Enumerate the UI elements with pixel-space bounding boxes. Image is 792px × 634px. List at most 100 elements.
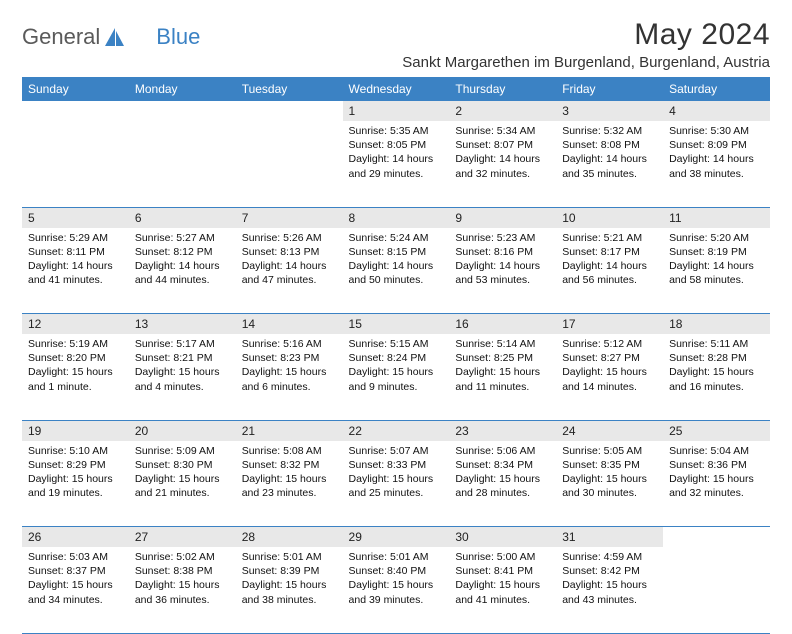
day-number: 30 (449, 527, 556, 547)
day-number-cell: 15 (343, 314, 450, 335)
day-number-cell: 30 (449, 527, 556, 548)
day-detail-cell: Sunrise: 5:00 AMSunset: 8:41 PMDaylight:… (449, 547, 556, 633)
day-number-cell: 1 (343, 101, 450, 121)
day-details: Sunrise: 5:05 AMSunset: 8:35 PMDaylight:… (556, 441, 663, 505)
day-detail-cell: Sunrise: 5:16 AMSunset: 8:23 PMDaylight:… (236, 334, 343, 420)
day-detail-cell: Sunrise: 5:34 AMSunset: 8:07 PMDaylight:… (449, 121, 556, 207)
day-details: Sunrise: 5:16 AMSunset: 8:23 PMDaylight:… (236, 334, 343, 398)
day-number: 25 (663, 421, 770, 441)
day-detail-cell: Sunrise: 5:14 AMSunset: 8:25 PMDaylight:… (449, 334, 556, 420)
day-number-cell (236, 101, 343, 121)
day-number-cell: 10 (556, 207, 663, 228)
day-number (663, 527, 770, 547)
day-number: 19 (22, 421, 129, 441)
day-number: 26 (22, 527, 129, 547)
day-number: 11 (663, 208, 770, 228)
day-detail-cell: Sunrise: 5:35 AMSunset: 8:05 PMDaylight:… (343, 121, 450, 207)
day-number-cell: 2 (449, 101, 556, 121)
weekday-header: Sunday (22, 77, 129, 101)
day-number-cell: 26 (22, 527, 129, 548)
weekday-header: Tuesday (236, 77, 343, 101)
day-detail-cell: Sunrise: 5:29 AMSunset: 8:11 PMDaylight:… (22, 228, 129, 314)
day-details: Sunrise: 5:15 AMSunset: 8:24 PMDaylight:… (343, 334, 450, 398)
day-details: Sunrise: 5:17 AMSunset: 8:21 PMDaylight:… (129, 334, 236, 398)
day-details: Sunrise: 5:02 AMSunset: 8:38 PMDaylight:… (129, 547, 236, 611)
day-details: Sunrise: 5:21 AMSunset: 8:17 PMDaylight:… (556, 228, 663, 292)
day-detail-cell (236, 121, 343, 207)
day-number: 3 (556, 101, 663, 121)
day-number: 20 (129, 421, 236, 441)
day-detail-cell: Sunrise: 5:03 AMSunset: 8:37 PMDaylight:… (22, 547, 129, 633)
day-number: 8 (343, 208, 450, 228)
day-details: Sunrise: 5:27 AMSunset: 8:12 PMDaylight:… (129, 228, 236, 292)
day-detail-cell: Sunrise: 5:30 AMSunset: 8:09 PMDaylight:… (663, 121, 770, 207)
day-detail-cell: Sunrise: 5:27 AMSunset: 8:12 PMDaylight:… (129, 228, 236, 314)
day-number-cell: 21 (236, 420, 343, 441)
day-number-cell: 11 (663, 207, 770, 228)
day-details: Sunrise: 5:06 AMSunset: 8:34 PMDaylight:… (449, 441, 556, 505)
day-detail-cell: Sunrise: 5:11 AMSunset: 8:28 PMDaylight:… (663, 334, 770, 420)
day-number-cell: 9 (449, 207, 556, 228)
logo-text-blue: Blue (156, 24, 200, 50)
logo: General Blue (22, 18, 200, 50)
day-details: Sunrise: 5:35 AMSunset: 8:05 PMDaylight:… (343, 121, 450, 185)
day-detail-cell: Sunrise: 5:20 AMSunset: 8:19 PMDaylight:… (663, 228, 770, 314)
day-number: 22 (343, 421, 450, 441)
day-number-cell: 12 (22, 314, 129, 335)
day-details: Sunrise: 5:14 AMSunset: 8:25 PMDaylight:… (449, 334, 556, 398)
day-details: Sunrise: 5:24 AMSunset: 8:15 PMDaylight:… (343, 228, 450, 292)
weekday-header: Thursday (449, 77, 556, 101)
day-number: 27 (129, 527, 236, 547)
day-details: Sunrise: 5:34 AMSunset: 8:07 PMDaylight:… (449, 121, 556, 185)
day-detail-cell: Sunrise: 5:01 AMSunset: 8:40 PMDaylight:… (343, 547, 450, 633)
day-number: 14 (236, 314, 343, 334)
day-number: 7 (236, 208, 343, 228)
day-number-cell: 24 (556, 420, 663, 441)
day-detail-cell: Sunrise: 5:02 AMSunset: 8:38 PMDaylight:… (129, 547, 236, 633)
day-detail-cell: Sunrise: 5:05 AMSunset: 8:35 PMDaylight:… (556, 441, 663, 527)
day-detail-cell: Sunrise: 5:24 AMSunset: 8:15 PMDaylight:… (343, 228, 450, 314)
day-number-cell (663, 527, 770, 548)
day-number-cell: 3 (556, 101, 663, 121)
day-number-cell: 29 (343, 527, 450, 548)
day-number: 10 (556, 208, 663, 228)
day-number: 18 (663, 314, 770, 334)
day-number: 17 (556, 314, 663, 334)
day-details: Sunrise: 5:10 AMSunset: 8:29 PMDaylight:… (22, 441, 129, 505)
day-details: Sunrise: 5:01 AMSunset: 8:39 PMDaylight:… (236, 547, 343, 611)
day-details: Sunrise: 5:04 AMSunset: 8:36 PMDaylight:… (663, 441, 770, 505)
day-details: Sunrise: 4:59 AMSunset: 8:42 PMDaylight:… (556, 547, 663, 611)
day-number-cell (129, 101, 236, 121)
day-number: 13 (129, 314, 236, 334)
day-detail-cell: Sunrise: 5:01 AMSunset: 8:39 PMDaylight:… (236, 547, 343, 633)
day-details: Sunrise: 5:03 AMSunset: 8:37 PMDaylight:… (22, 547, 129, 611)
day-number-cell: 16 (449, 314, 556, 335)
day-details: Sunrise: 5:20 AMSunset: 8:19 PMDaylight:… (663, 228, 770, 292)
day-number-cell: 20 (129, 420, 236, 441)
day-details: Sunrise: 5:00 AMSunset: 8:41 PMDaylight:… (449, 547, 556, 611)
day-number: 21 (236, 421, 343, 441)
day-number-cell: 18 (663, 314, 770, 335)
day-number-cell: 22 (343, 420, 450, 441)
day-number-cell (22, 101, 129, 121)
day-detail-cell: Sunrise: 5:07 AMSunset: 8:33 PMDaylight:… (343, 441, 450, 527)
day-number-cell: 7 (236, 207, 343, 228)
day-detail-cell: Sunrise: 5:12 AMSunset: 8:27 PMDaylight:… (556, 334, 663, 420)
day-number-cell: 19 (22, 420, 129, 441)
day-number-row: 567891011 (22, 207, 770, 228)
day-number-cell: 8 (343, 207, 450, 228)
day-number (236, 101, 343, 121)
day-number-cell: 17 (556, 314, 663, 335)
day-details: Sunrise: 5:23 AMSunset: 8:16 PMDaylight:… (449, 228, 556, 292)
day-detail-cell: Sunrise: 5:08 AMSunset: 8:32 PMDaylight:… (236, 441, 343, 527)
day-detail-row: Sunrise: 5:03 AMSunset: 8:37 PMDaylight:… (22, 547, 770, 633)
day-number-cell: 23 (449, 420, 556, 441)
day-details: Sunrise: 5:30 AMSunset: 8:09 PMDaylight:… (663, 121, 770, 185)
day-detail-cell: Sunrise: 4:59 AMSunset: 8:42 PMDaylight:… (556, 547, 663, 633)
day-detail-row: Sunrise: 5:19 AMSunset: 8:20 PMDaylight:… (22, 334, 770, 420)
day-number-cell: 25 (663, 420, 770, 441)
day-detail-cell: Sunrise: 5:10 AMSunset: 8:29 PMDaylight:… (22, 441, 129, 527)
day-number-cell: 13 (129, 314, 236, 335)
day-number-cell: 6 (129, 207, 236, 228)
day-details: Sunrise: 5:01 AMSunset: 8:40 PMDaylight:… (343, 547, 450, 611)
